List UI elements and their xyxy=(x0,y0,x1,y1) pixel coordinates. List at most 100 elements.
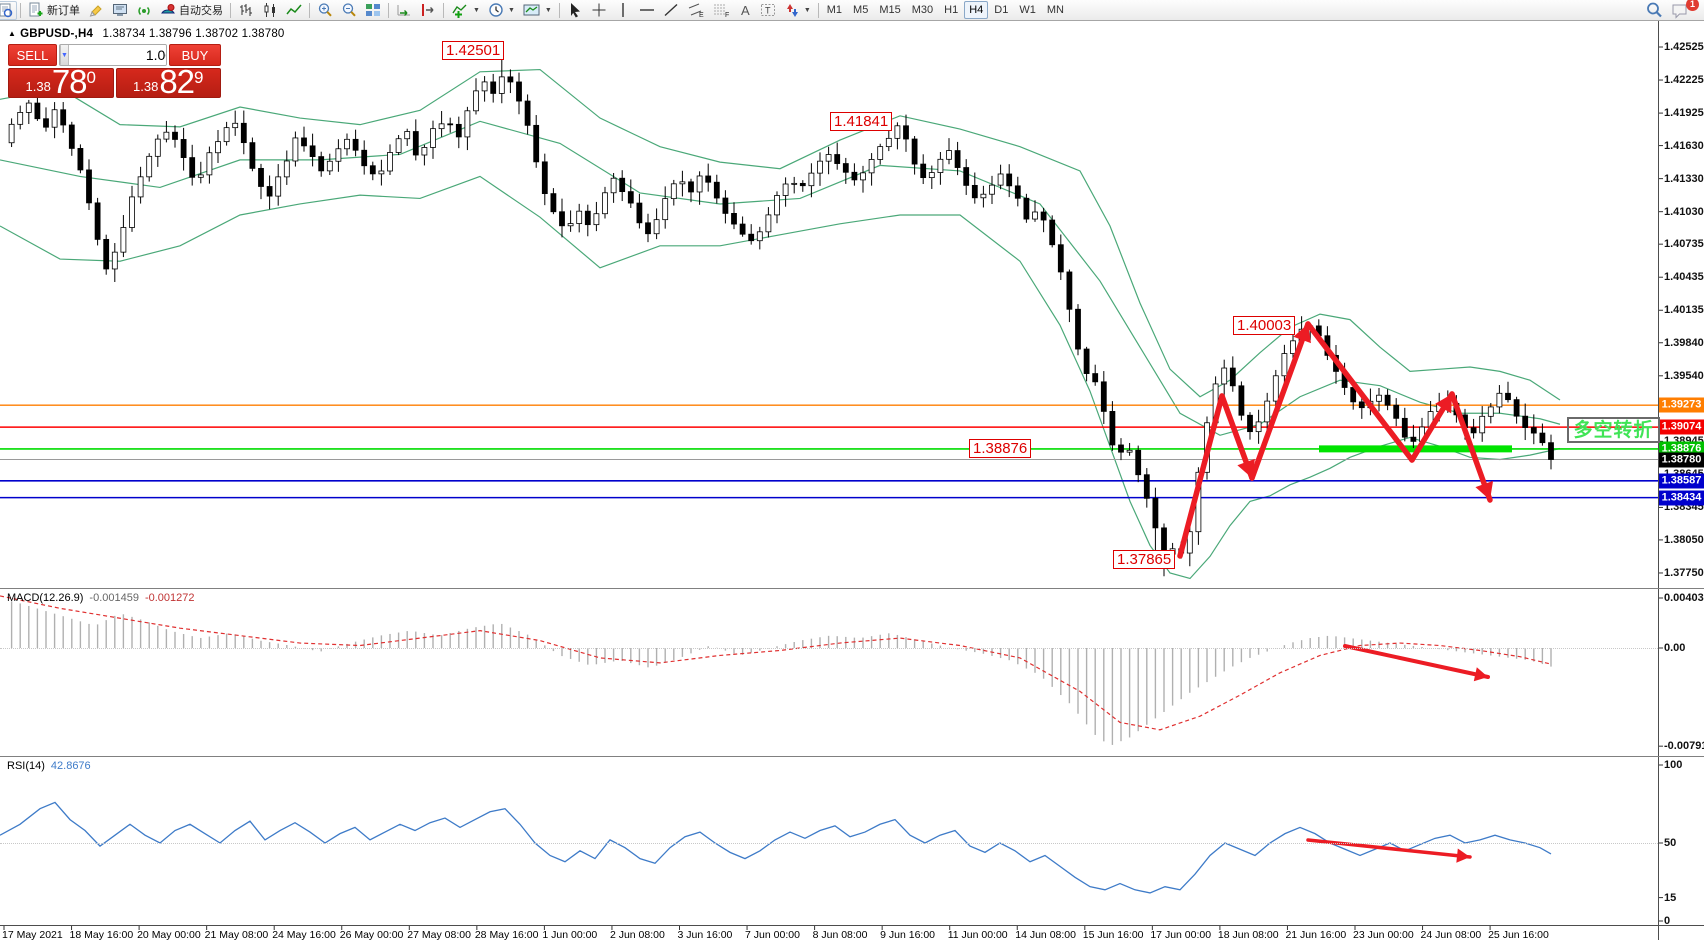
text-label-tool-icon[interactable]: T xyxy=(756,1,780,20)
rsi-name: RSI(14) xyxy=(7,760,45,772)
price-annotation[interactable]: 1.37865 xyxy=(1113,550,1176,569)
highlighter-icon[interactable] xyxy=(84,1,108,20)
buy-button[interactable]: BUY xyxy=(169,44,221,66)
chat-icon[interactable]: 1 xyxy=(1667,0,1699,20)
time-axis-label: 18 Jun 08:00 xyxy=(1217,929,1279,940)
zoom-in-icon[interactable] xyxy=(313,1,337,20)
price-axis-tick: 1.41630 xyxy=(1664,139,1704,152)
timeframe-button-M15[interactable]: M15 xyxy=(879,4,901,16)
metaeditor-icon[interactable] xyxy=(108,1,132,20)
tile-windows-icon[interactable] xyxy=(361,1,385,20)
autotrade-button[interactable]: 自动交易 xyxy=(156,1,227,20)
templates-icon[interactable]: ▼ xyxy=(519,1,556,20)
svg-text:F: F xyxy=(725,12,729,18)
indicators-icon[interactable]: ▼ xyxy=(447,1,484,20)
market-watch-icon[interactable] xyxy=(0,0,17,20)
rsi-50-level-line xyxy=(0,843,1658,844)
macd-signal-value: -0.001272 xyxy=(144,592,195,604)
sell-price-sup: 0 xyxy=(86,68,96,87)
separator xyxy=(309,2,310,18)
zoom-out-icon[interactable] xyxy=(337,1,361,20)
trendline-tool-icon[interactable] xyxy=(659,1,683,20)
rsi-axis-tick: 100 xyxy=(1664,759,1683,771)
timeframe-button-MN[interactable]: MN xyxy=(1046,4,1064,16)
time-axis-line xyxy=(0,925,1704,926)
arrow-objects-icon[interactable]: ▼ xyxy=(780,1,815,20)
autotrade-icon xyxy=(161,4,175,14)
time-axis-label: 11 Jun 00:00 xyxy=(947,929,1008,940)
price-badge: 1.38780 xyxy=(1659,452,1704,467)
new-order-button[interactable]: 新订单 xyxy=(24,1,84,20)
auto-scroll-icon[interactable] xyxy=(392,1,416,20)
buy-price-big: 82 xyxy=(159,63,195,100)
ohlc-values: 1.38734 1.38796 1.38702 1.38780 xyxy=(102,28,285,40)
price-axis-tick: 1.37750 xyxy=(1664,566,1704,579)
cursor-tool-icon[interactable] xyxy=(563,1,587,20)
periods-icon[interactable]: ▼ xyxy=(484,1,519,20)
volume-decrease-button[interactable]: ▼ xyxy=(60,45,69,65)
price-axis-tick: 1.39840 xyxy=(1664,336,1704,349)
line-chart-icon[interactable] xyxy=(282,1,306,20)
price-annotation[interactable]: 1.40003 xyxy=(1233,316,1296,335)
macd-label: MACD(12.26.9) -0.001459 -0.001272 xyxy=(7,592,195,604)
rsi-axis-tick: 50 xyxy=(1664,837,1677,849)
one-click-trade-panel: SELL ▼ ▲ BUY 1.38 78 0 1.38 82 9 xyxy=(8,44,221,98)
separator xyxy=(388,2,389,18)
price-axis-tick: 1.39540 xyxy=(1664,369,1704,382)
time-axis-label: 9 Jun 16:00 xyxy=(880,929,936,940)
collapse-icon[interactable]: ▲ xyxy=(8,29,17,38)
signal-icon[interactable] xyxy=(132,1,156,20)
time-axis-label: 14 Jun 08:00 xyxy=(1015,929,1076,940)
sell-button[interactable]: SELL xyxy=(8,44,57,66)
price-axis-tick: 1.41925 xyxy=(1664,107,1704,120)
crosshair-tool-icon[interactable] xyxy=(587,1,611,20)
sell-price[interactable]: 1.38 78 0 xyxy=(8,65,114,98)
candlestick-chart-icon[interactable] xyxy=(258,1,282,20)
time-axis-label: 28 May 16:00 xyxy=(474,929,539,940)
time-axis-label: 27 May 08:00 xyxy=(407,929,471,940)
timeframe-button-D1[interactable]: D1 xyxy=(994,4,1009,16)
timeframe-button-W1[interactable]: W1 xyxy=(1019,4,1036,16)
bar-chart-icon[interactable] xyxy=(234,1,258,20)
text-tool-icon[interactable]: A xyxy=(740,2,750,18)
fibonacci-tool-icon[interactable]: F xyxy=(709,1,735,20)
macd-name: MACD(12.26.9) xyxy=(7,592,84,604)
symbol-period-label: GBPUSD-,H4 xyxy=(20,28,94,40)
price-annotation[interactable]: 1.41841 xyxy=(830,112,893,131)
timeframe-button-M30[interactable]: M30 xyxy=(911,4,934,16)
volume-input[interactable] xyxy=(68,45,166,65)
dropdown-caret: ▼ xyxy=(803,6,811,14)
time-axis-label: 7 Jun 00:00 xyxy=(745,929,800,940)
time-axis-label: 24 May 16:00 xyxy=(272,929,336,940)
timeframe-button-H1[interactable]: H1 xyxy=(944,4,959,16)
time-axis-label: 17 Jun 00:00 xyxy=(1150,929,1212,940)
dropdown-caret: ▼ xyxy=(473,6,480,14)
price-axis-tick: 1.41330 xyxy=(1664,172,1704,185)
trend-note[interactable]: 多空转折 xyxy=(1567,417,1660,443)
separator xyxy=(558,2,560,18)
timeframe-button-H4[interactable]: H4 xyxy=(964,1,989,19)
buy-price-prefix: 1.38 xyxy=(133,79,159,94)
rsi-axis-tick: 0 xyxy=(1664,915,1671,927)
panel-separator-macd[interactable] xyxy=(0,588,1704,589)
equidistant-channel-tool-icon[interactable]: E xyxy=(683,1,709,20)
new-order-label: 新订单 xyxy=(47,5,80,17)
timeframe-button-M5[interactable]: M5 xyxy=(853,4,869,16)
vertical-line-tool-icon[interactable] xyxy=(611,1,635,20)
price-axis-tick: 1.41030 xyxy=(1664,205,1704,218)
chart-shift-icon[interactable] xyxy=(416,1,440,20)
price-annotation[interactable]: 1.38876 xyxy=(969,439,1032,458)
time-axis-label: 20 May 00:00 xyxy=(137,929,201,940)
horizontal-line-tool-icon[interactable] xyxy=(635,1,659,20)
panel-separator-rsi[interactable] xyxy=(0,756,1704,757)
svg-text:E: E xyxy=(699,12,704,18)
price-annotation[interactable]: 1.42501 xyxy=(442,41,505,60)
time-axis-label: 1 Jun 00:00 xyxy=(542,929,598,940)
timeframe-button-M1[interactable]: M1 xyxy=(826,4,843,16)
buy-price[interactable]: 1.38 82 9 xyxy=(115,63,221,100)
separator xyxy=(817,2,819,18)
time-axis-label: 26 May 00:00 xyxy=(339,929,404,940)
search-icon[interactable] xyxy=(1641,1,1667,20)
chart-title: ▲ GBPUSD-,H4 1.38734 1.38796 1.38702 1.38… xyxy=(8,28,285,40)
